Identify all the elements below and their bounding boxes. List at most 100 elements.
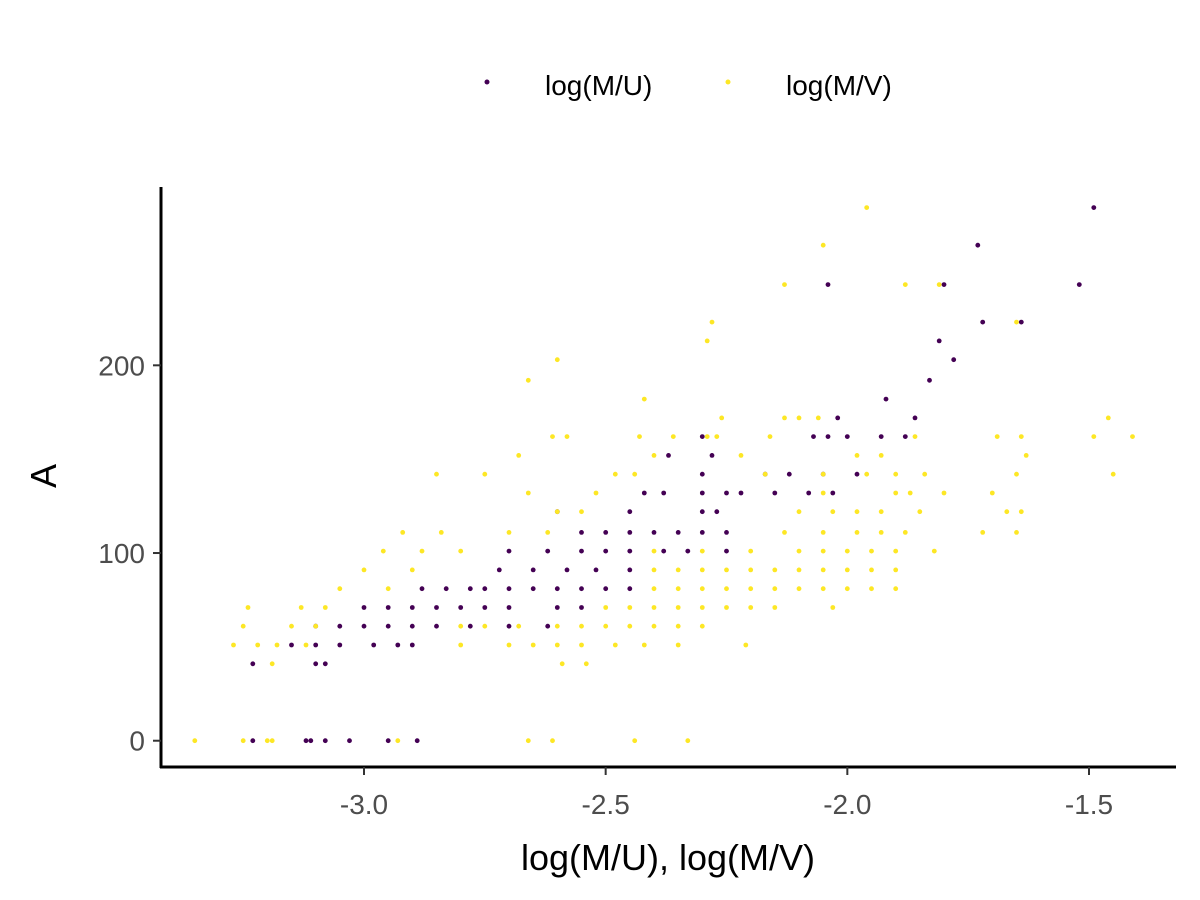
data-point-mu xyxy=(506,586,512,592)
data-point-mv xyxy=(878,509,884,515)
x-tick-label: -2.0 xyxy=(823,789,871,820)
data-point-mu xyxy=(709,453,715,458)
data-point-mu xyxy=(912,415,918,421)
data-point-mv xyxy=(815,415,821,421)
data-point-mv xyxy=(240,623,246,629)
data-point-mv xyxy=(820,567,826,573)
data-point-mu xyxy=(661,548,667,554)
data-point-mv xyxy=(869,548,874,554)
data-point-mv xyxy=(796,586,802,592)
data-point-mu xyxy=(579,605,584,610)
data-point-mv xyxy=(409,567,415,573)
data-point-mv xyxy=(724,586,729,592)
data-point-mv xyxy=(1110,471,1116,477)
data-point-mv xyxy=(830,509,836,515)
data-point-mv xyxy=(796,567,802,573)
data-point-mv xyxy=(1014,471,1019,477)
data-point-mv xyxy=(1018,434,1024,439)
data-point-mv xyxy=(820,548,826,554)
data-point-mv xyxy=(612,471,618,477)
data-point-mu xyxy=(443,586,449,592)
data-point-mv xyxy=(559,661,565,667)
data-point-mv xyxy=(796,509,802,515)
data-point-mu xyxy=(699,434,705,439)
data-point-mv xyxy=(255,642,261,648)
data-point-mu xyxy=(530,567,536,573)
data-point-mu xyxy=(289,642,294,648)
data-point-mv xyxy=(714,434,720,439)
data-point-mv xyxy=(240,738,246,744)
data-point-mv xyxy=(385,586,391,592)
data-point-mv xyxy=(893,490,899,496)
data-point-mv xyxy=(627,605,633,610)
data-point-mv xyxy=(651,567,657,573)
data-point-mv xyxy=(651,453,657,458)
data-point-mu xyxy=(347,738,352,744)
data-point-mu xyxy=(337,642,343,648)
data-point-mu xyxy=(467,623,473,629)
data-point-mu xyxy=(579,586,584,592)
data-point-mv xyxy=(704,338,710,344)
data-point-mu xyxy=(506,623,512,629)
data-point-mu xyxy=(361,623,367,629)
data-point-mv xyxy=(400,530,406,535)
data-point-mv xyxy=(313,623,319,629)
data-point-mv xyxy=(820,242,826,248)
y-axis-title: A xyxy=(23,464,64,488)
data-point-mv xyxy=(337,586,343,592)
data-point-mu xyxy=(419,586,425,592)
data-point-mv xyxy=(980,530,986,535)
data-point-mu xyxy=(337,623,343,629)
data-point-mv xyxy=(912,434,918,439)
x-tick-label: -2.5 xyxy=(582,789,630,820)
data-point-mv xyxy=(820,530,826,535)
data-point-mu xyxy=(467,586,473,592)
x-axis-title: log(M/U), log(M/V) xyxy=(521,837,815,878)
data-point-mu xyxy=(458,605,464,610)
data-point-mu xyxy=(564,567,570,573)
data-point-mv xyxy=(1004,509,1010,515)
data-point-mv xyxy=(719,415,725,421)
data-point-mu xyxy=(409,623,415,629)
x-tick-label: -1.5 xyxy=(1065,789,1113,820)
data-point-mu xyxy=(1018,319,1024,325)
data-point-mu xyxy=(603,586,609,592)
x-ticks: -3.0 -2.5 -2.0 -1.5 xyxy=(340,767,1113,820)
data-point-mv xyxy=(554,623,560,629)
data-point-mv xyxy=(554,642,560,648)
data-point-mu xyxy=(685,548,691,554)
data-point-mu xyxy=(902,434,908,439)
data-point-mu xyxy=(434,605,439,610)
y-tick-label: 0 xyxy=(129,726,145,757)
x-tick-label: -3.0 xyxy=(340,789,388,820)
data-point-mu xyxy=(883,396,889,402)
data-point-mv xyxy=(864,471,870,477)
data-point-mv xyxy=(458,623,464,629)
data-point-mv xyxy=(878,530,884,535)
data-point-mv xyxy=(820,586,826,592)
data-point-mu xyxy=(371,642,377,648)
data-point-mv xyxy=(579,623,584,629)
y-ticks: 0 100 200 xyxy=(98,350,161,757)
data-point-mv xyxy=(458,548,464,554)
data-point-mu xyxy=(409,605,415,610)
data-point-mv xyxy=(782,282,787,287)
data-point-mu xyxy=(641,490,647,496)
data-point-mv xyxy=(641,396,647,402)
data-point-mv xyxy=(748,567,754,573)
y-tick-label: 200 xyxy=(98,350,145,381)
data-point-mv xyxy=(675,623,681,629)
data-point-mv xyxy=(506,530,512,535)
data-point-mu xyxy=(308,738,314,744)
data-point-mu xyxy=(627,530,633,535)
data-point-mv xyxy=(482,623,488,629)
data-point-mv xyxy=(641,642,647,648)
data-point-mv xyxy=(864,205,870,211)
data-point-mv xyxy=(878,453,884,458)
data-point-mv xyxy=(893,548,899,554)
data-point-mu xyxy=(854,471,860,477)
data-point-mu xyxy=(395,642,401,648)
data-point-mv xyxy=(724,567,729,573)
data-point-mv xyxy=(994,434,1000,439)
data-point-mu xyxy=(250,661,256,667)
